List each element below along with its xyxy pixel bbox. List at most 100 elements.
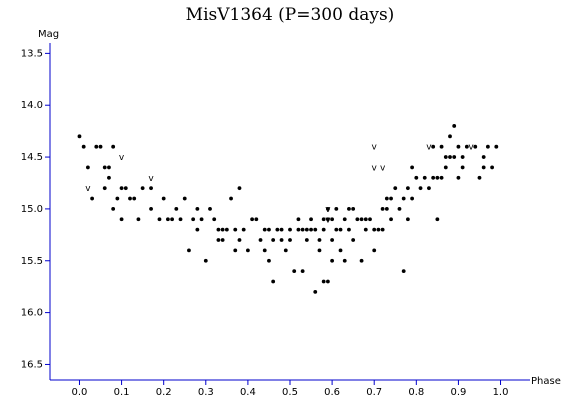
- data-point: [128, 196, 132, 201]
- data-point: [292, 269, 297, 274]
- x-tick-label: 0.6: [324, 387, 340, 398]
- data-point: [321, 279, 326, 284]
- upper-limit-marker: v: [468, 143, 474, 153]
- x-tick-label: 0.7: [366, 387, 382, 398]
- data-point: [237, 186, 242, 191]
- x-axis-label: Phase: [531, 376, 561, 387]
- data-point: [452, 124, 457, 128]
- data-point: [452, 155, 457, 159]
- data-point: [216, 238, 221, 242]
- data-point: [330, 258, 335, 263]
- y-tick-label: 16.0: [21, 308, 43, 319]
- data-point: [443, 155, 448, 159]
- data-point: [481, 165, 486, 170]
- x-tick-label: 0.9: [450, 387, 466, 398]
- y-tick-label: 14.0: [21, 100, 43, 111]
- data-point: [233, 227, 238, 232]
- data-point: [389, 196, 393, 201]
- data-point: [304, 227, 309, 232]
- data-point: [330, 217, 335, 222]
- data-point: [195, 227, 200, 232]
- data-point: [321, 227, 326, 232]
- data-point: [380, 227, 385, 232]
- data-point: [199, 217, 204, 222]
- data-point: [107, 165, 111, 170]
- data-point: [389, 217, 393, 222]
- data-point: [313, 289, 318, 294]
- data-point: [309, 227, 313, 232]
- data-point: [363, 217, 368, 222]
- data-point: [464, 144, 469, 149]
- data-point: [414, 175, 419, 180]
- data-point: [321, 217, 326, 222]
- data-point: [351, 207, 356, 211]
- data-point: [435, 217, 440, 222]
- data-point: [410, 196, 415, 201]
- upper-limit-marker: v: [426, 143, 432, 153]
- data-point: [271, 238, 276, 242]
- data-point: [288, 238, 292, 242]
- data-point: [140, 186, 145, 191]
- data-point: [330, 238, 335, 242]
- data-point: [325, 217, 330, 222]
- y-tick-label: 13.5: [21, 48, 43, 59]
- data-point: [229, 196, 233, 201]
- data-point: [448, 134, 452, 139]
- data-point: [296, 217, 301, 222]
- data-point: [94, 144, 99, 149]
- y-tick-label: 15.0: [21, 204, 43, 215]
- data-point: [241, 227, 246, 232]
- upper-limit-marker: v: [325, 215, 331, 225]
- data-point: [351, 238, 356, 242]
- data-point: [267, 227, 271, 232]
- data-point: [279, 227, 284, 232]
- x-tick-label: 0.1: [114, 387, 130, 398]
- data-point: [220, 227, 225, 232]
- data-point: [212, 217, 217, 222]
- data-point: [237, 238, 242, 242]
- data-point: [338, 227, 343, 232]
- data-point: [384, 196, 389, 201]
- data-point: [410, 165, 415, 170]
- data-point: [85, 165, 90, 170]
- data-point: [347, 207, 351, 211]
- data-point: [384, 207, 389, 211]
- x-ticks: 0.0 0.1 0.2 0.3 0.4 0.5 0.6 0.7 0.8 0.9 1.0: [72, 380, 508, 398]
- data-point: [300, 269, 305, 274]
- data-point: [363, 227, 368, 232]
- data-point: [262, 227, 267, 232]
- data-point: [393, 186, 398, 191]
- data-point: [359, 258, 364, 263]
- data-point: [111, 207, 116, 211]
- data-point: [342, 258, 347, 263]
- data-point: [418, 186, 423, 191]
- data-point: [477, 175, 482, 180]
- data-point: [443, 165, 448, 170]
- data-point: [439, 175, 444, 180]
- data-point: [334, 227, 339, 232]
- y-tick-label: 16.5: [21, 359, 43, 370]
- data-point: [254, 217, 259, 222]
- upper-limit-marker: v: [380, 163, 386, 173]
- data-point: [405, 186, 410, 191]
- data-point: [220, 238, 225, 242]
- data-point: [448, 155, 452, 159]
- data-point: [372, 227, 377, 232]
- data-point: [191, 217, 196, 222]
- y-axis-label: Mag: [38, 29, 59, 40]
- data-point: [288, 227, 292, 232]
- data-point: [195, 207, 200, 211]
- data-point: [376, 227, 381, 232]
- data-point: [271, 279, 276, 284]
- upper-limit-marker: v: [85, 184, 91, 194]
- data-point: [119, 217, 124, 222]
- data-point: [401, 269, 406, 274]
- data-point: [170, 217, 175, 222]
- chart-title: MisV1364 (P=300 days): [186, 5, 395, 25]
- data-point: [174, 207, 179, 211]
- data-point: [208, 207, 212, 211]
- data-point: [427, 186, 431, 191]
- upper-limit-marker: v: [325, 205, 331, 215]
- x-tick-label: 0.0: [72, 387, 88, 398]
